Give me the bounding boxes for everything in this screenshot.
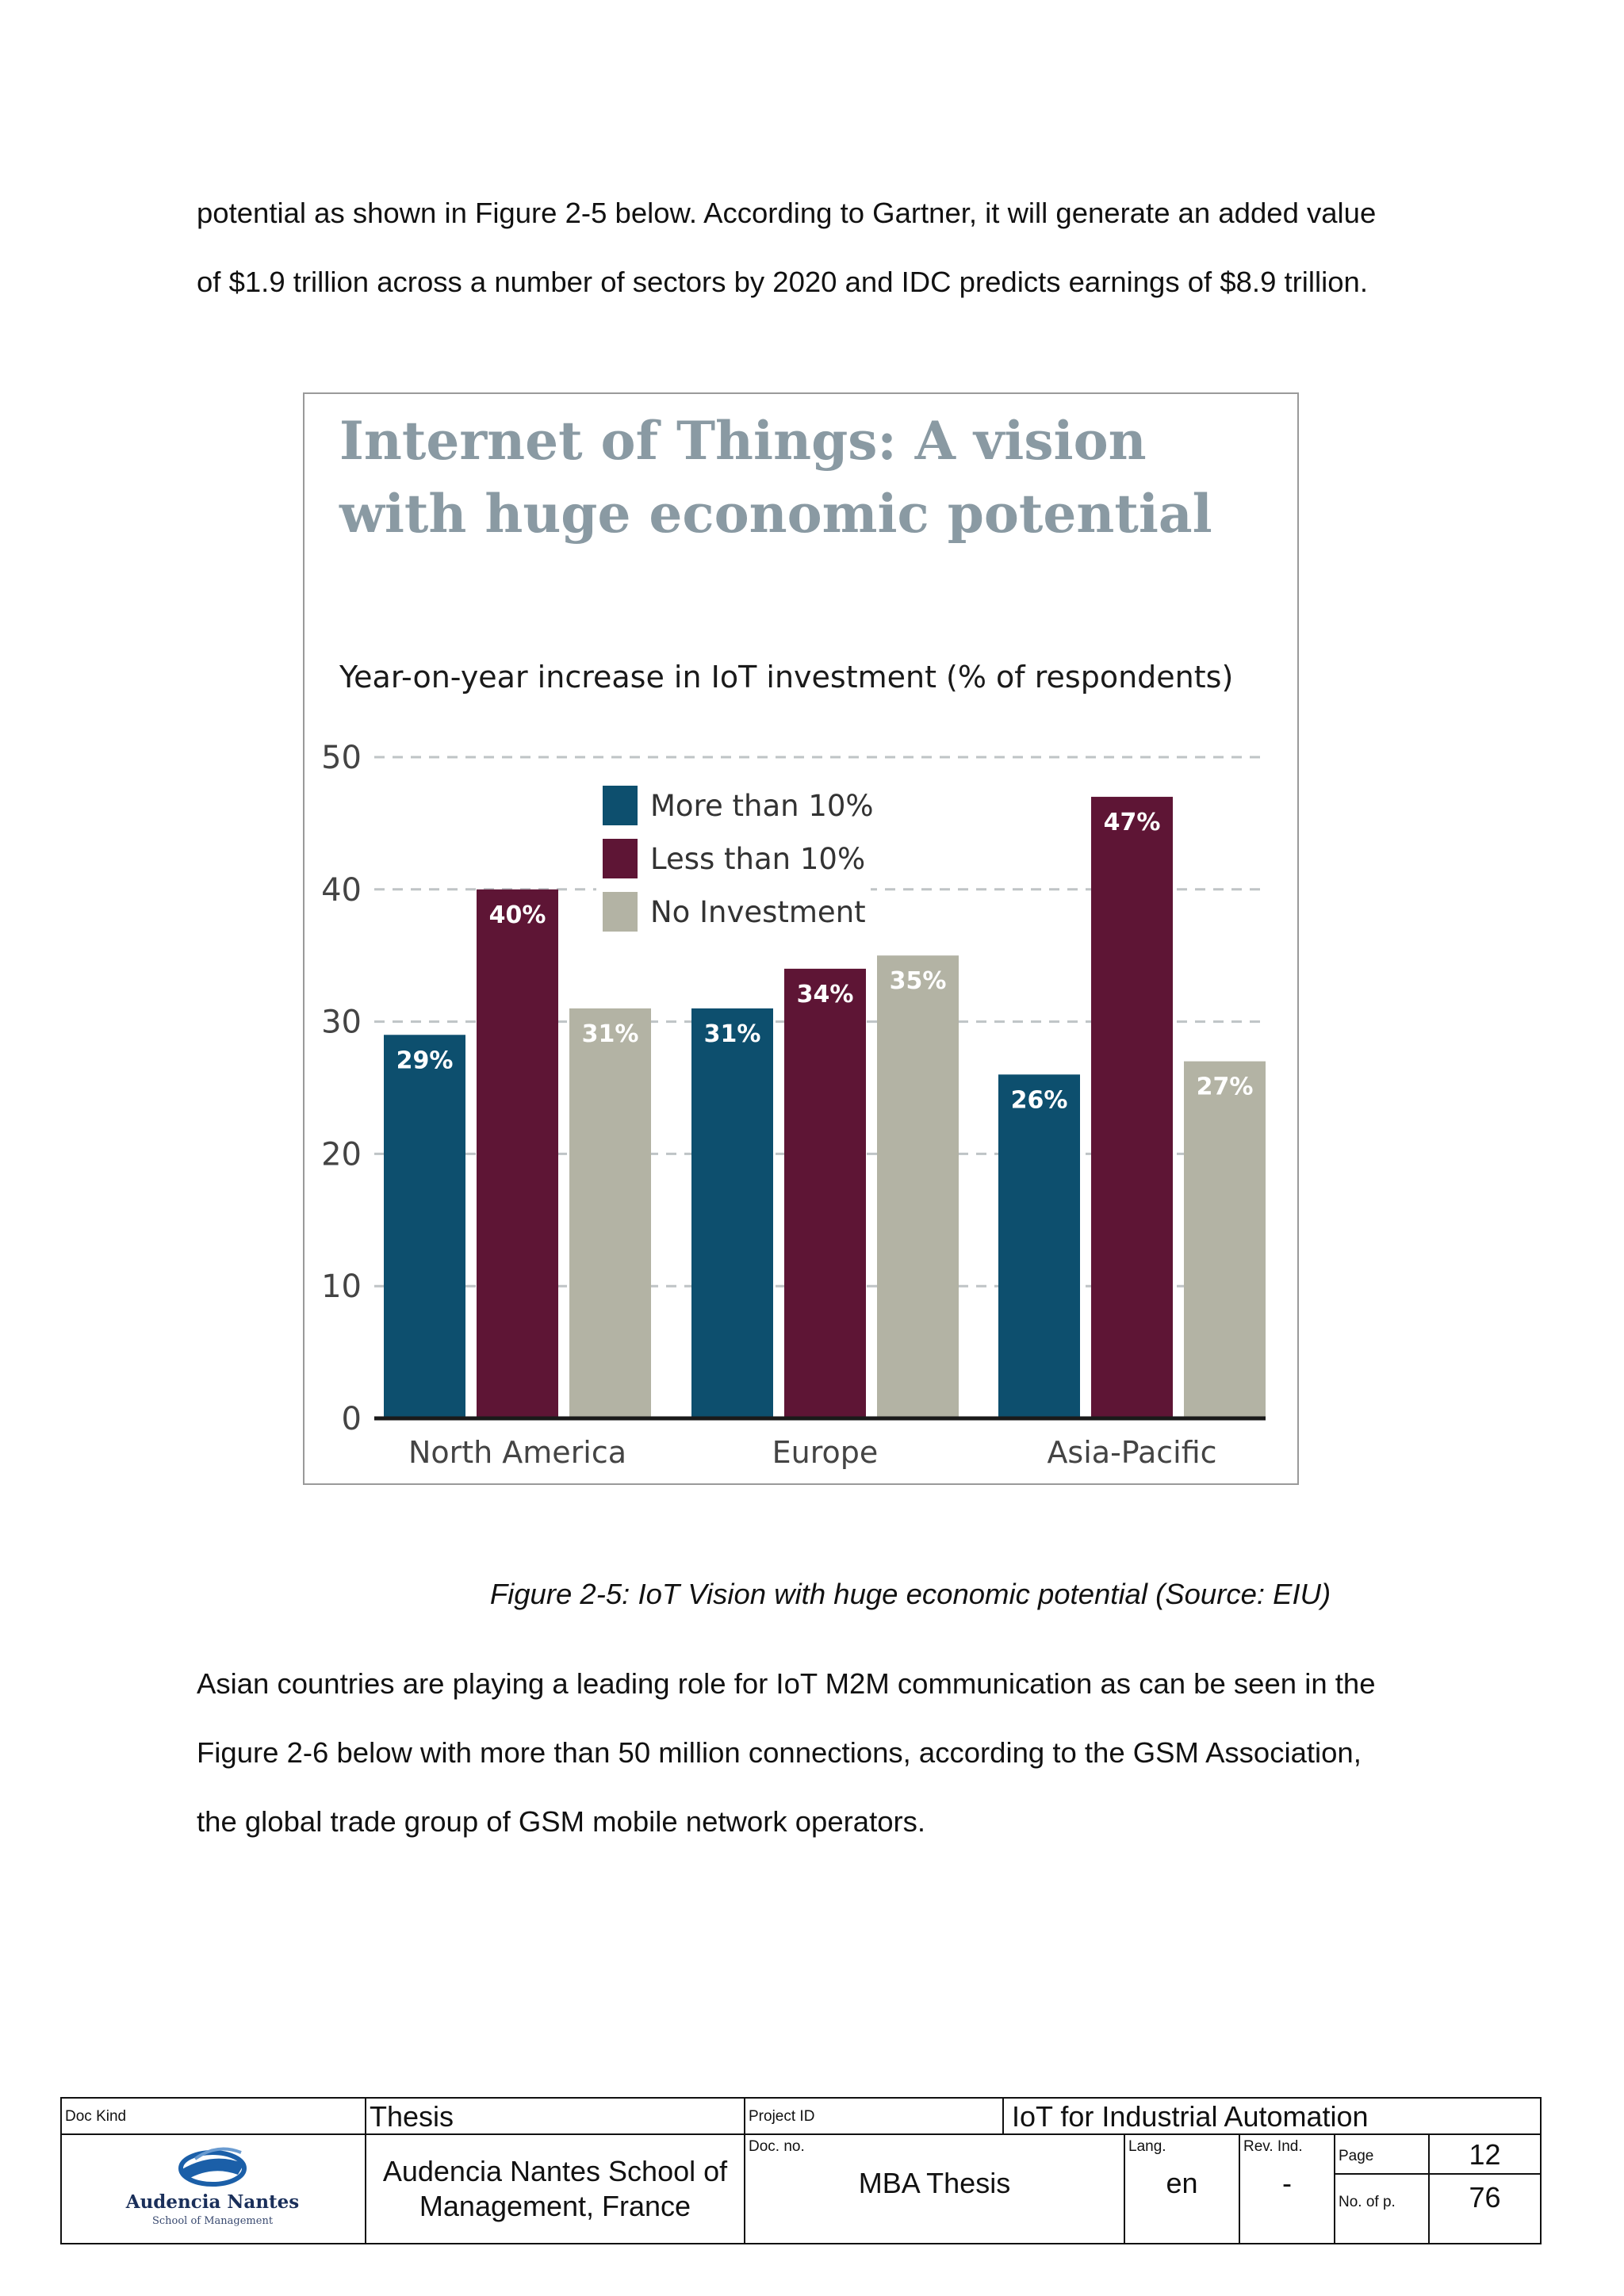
page-label: Page	[1339, 2148, 1374, 2164]
legend-swatch	[603, 839, 638, 878]
figure-chart: Internet of Things: A vision with huge ec…	[303, 392, 1299, 1485]
bar-value-label: 31%	[704, 1020, 761, 1048]
project-id-value: IoT for Industrial Automation	[1012, 2100, 1369, 2133]
lang-value: en	[1166, 2167, 1198, 2199]
lang-label: Lang.	[1128, 2138, 1166, 2155]
bar-value-label: 31%	[582, 1020, 639, 1048]
text-line: Figure 2-6 below with more than 50 milli…	[197, 1736, 1362, 1769]
logo-text: Audencia Nantes	[125, 2191, 300, 2213]
paragraph-body: Asian countries are playing a leading ro…	[197, 1649, 1465, 1856]
bar	[1184, 1061, 1266, 1418]
paragraph-intro: potential as shown in Figure 2-5 below. …	[197, 178, 1465, 316]
doc-no-label: Doc. no.	[749, 2138, 805, 2155]
doc-no-value: MBA Thesis	[858, 2167, 1011, 2199]
bar	[569, 1008, 651, 1418]
bar	[691, 1008, 773, 1418]
bar	[877, 955, 959, 1418]
y-tick-label: 50	[321, 740, 362, 776]
y-tick-label: 40	[321, 872, 362, 909]
logo-icon: Audencia Nantes School of Management	[125, 2147, 300, 2227]
legend-swatch	[603, 786, 638, 825]
bar	[477, 889, 558, 1418]
legend-label: More than 10%	[650, 789, 874, 823]
legend-background	[596, 775, 871, 937]
y-tick-label: 20	[321, 1136, 362, 1173]
no-of-pages-label: No. of p.	[1339, 2194, 1396, 2210]
legend-label: Less than 10%	[650, 842, 865, 876]
legend-swatch	[603, 892, 638, 932]
bar-value-label: 47%	[1104, 809, 1161, 836]
text-line: potential as shown in Figure 2-5 below. …	[197, 197, 1377, 229]
project-id-label: Project ID	[749, 2108, 815, 2125]
bar-value-label: 40%	[489, 901, 546, 929]
bar	[998, 1074, 1080, 1418]
page-value: 12	[1469, 2138, 1501, 2171]
bar	[1091, 797, 1173, 1418]
figure-caption: Figure 2-5: IoT Vision with huge economi…	[489, 1578, 1331, 1610]
text-line: Asian countries are playing a leading ro…	[197, 1667, 1376, 1700]
chart-title-line: with huge economic potential	[339, 483, 1212, 545]
y-tick-label: 10	[321, 1269, 362, 1305]
bar-value-label: 26%	[1011, 1086, 1068, 1114]
chart-title-line: Internet of Things: A vision	[339, 410, 1147, 472]
text-line: of $1.9 trillion across a number of sect…	[197, 266, 1368, 298]
institution-line: Management, France	[419, 2190, 691, 2222]
doc-kind-value: Thesis	[370, 2100, 454, 2133]
legend-label: No Investment	[650, 895, 866, 929]
x-category-label: North America	[408, 1435, 626, 1470]
institution-name: Audencia Nantes School of Management, Fr…	[366, 2154, 744, 2224]
doc-kind-label: Doc Kind	[65, 2108, 127, 2125]
y-tick-label: 30	[321, 1004, 362, 1041]
y-tick-label: 0	[342, 1401, 362, 1437]
text-line: the global trade group of GSM mobile net…	[197, 1805, 926, 1838]
institution-line: Audencia Nantes School of	[382, 2155, 728, 2187]
x-category-label: Europe	[772, 1435, 879, 1470]
rev-value: -	[1282, 2167, 1292, 2199]
logo-subtext: School of Management	[152, 2215, 274, 2227]
bar-value-label: 29%	[396, 1047, 454, 1074]
bar	[784, 968, 866, 1418]
audencia-logo: Audencia Nantes School of Management	[62, 2135, 363, 2244]
x-category-label: Asia-Pacific	[1047, 1435, 1216, 1470]
bar-value-label: 34%	[797, 981, 854, 1008]
rev-label: Rev. Ind.	[1243, 2138, 1303, 2155]
bar-value-label: 27%	[1197, 1073, 1254, 1101]
chart-subtitle: Year-on-year increase in IoT investment …	[339, 660, 1233, 695]
bar-value-label: 35%	[890, 967, 947, 995]
document-footer-table: Doc Kind Thesis Project ID IoT for Indus…	[60, 2097, 1542, 2244]
bar	[384, 1035, 465, 1418]
no-of-pages-value: 76	[1469, 2181, 1501, 2214]
bar-chart: Internet of Things: A vision with huge ec…	[321, 410, 1266, 1470]
